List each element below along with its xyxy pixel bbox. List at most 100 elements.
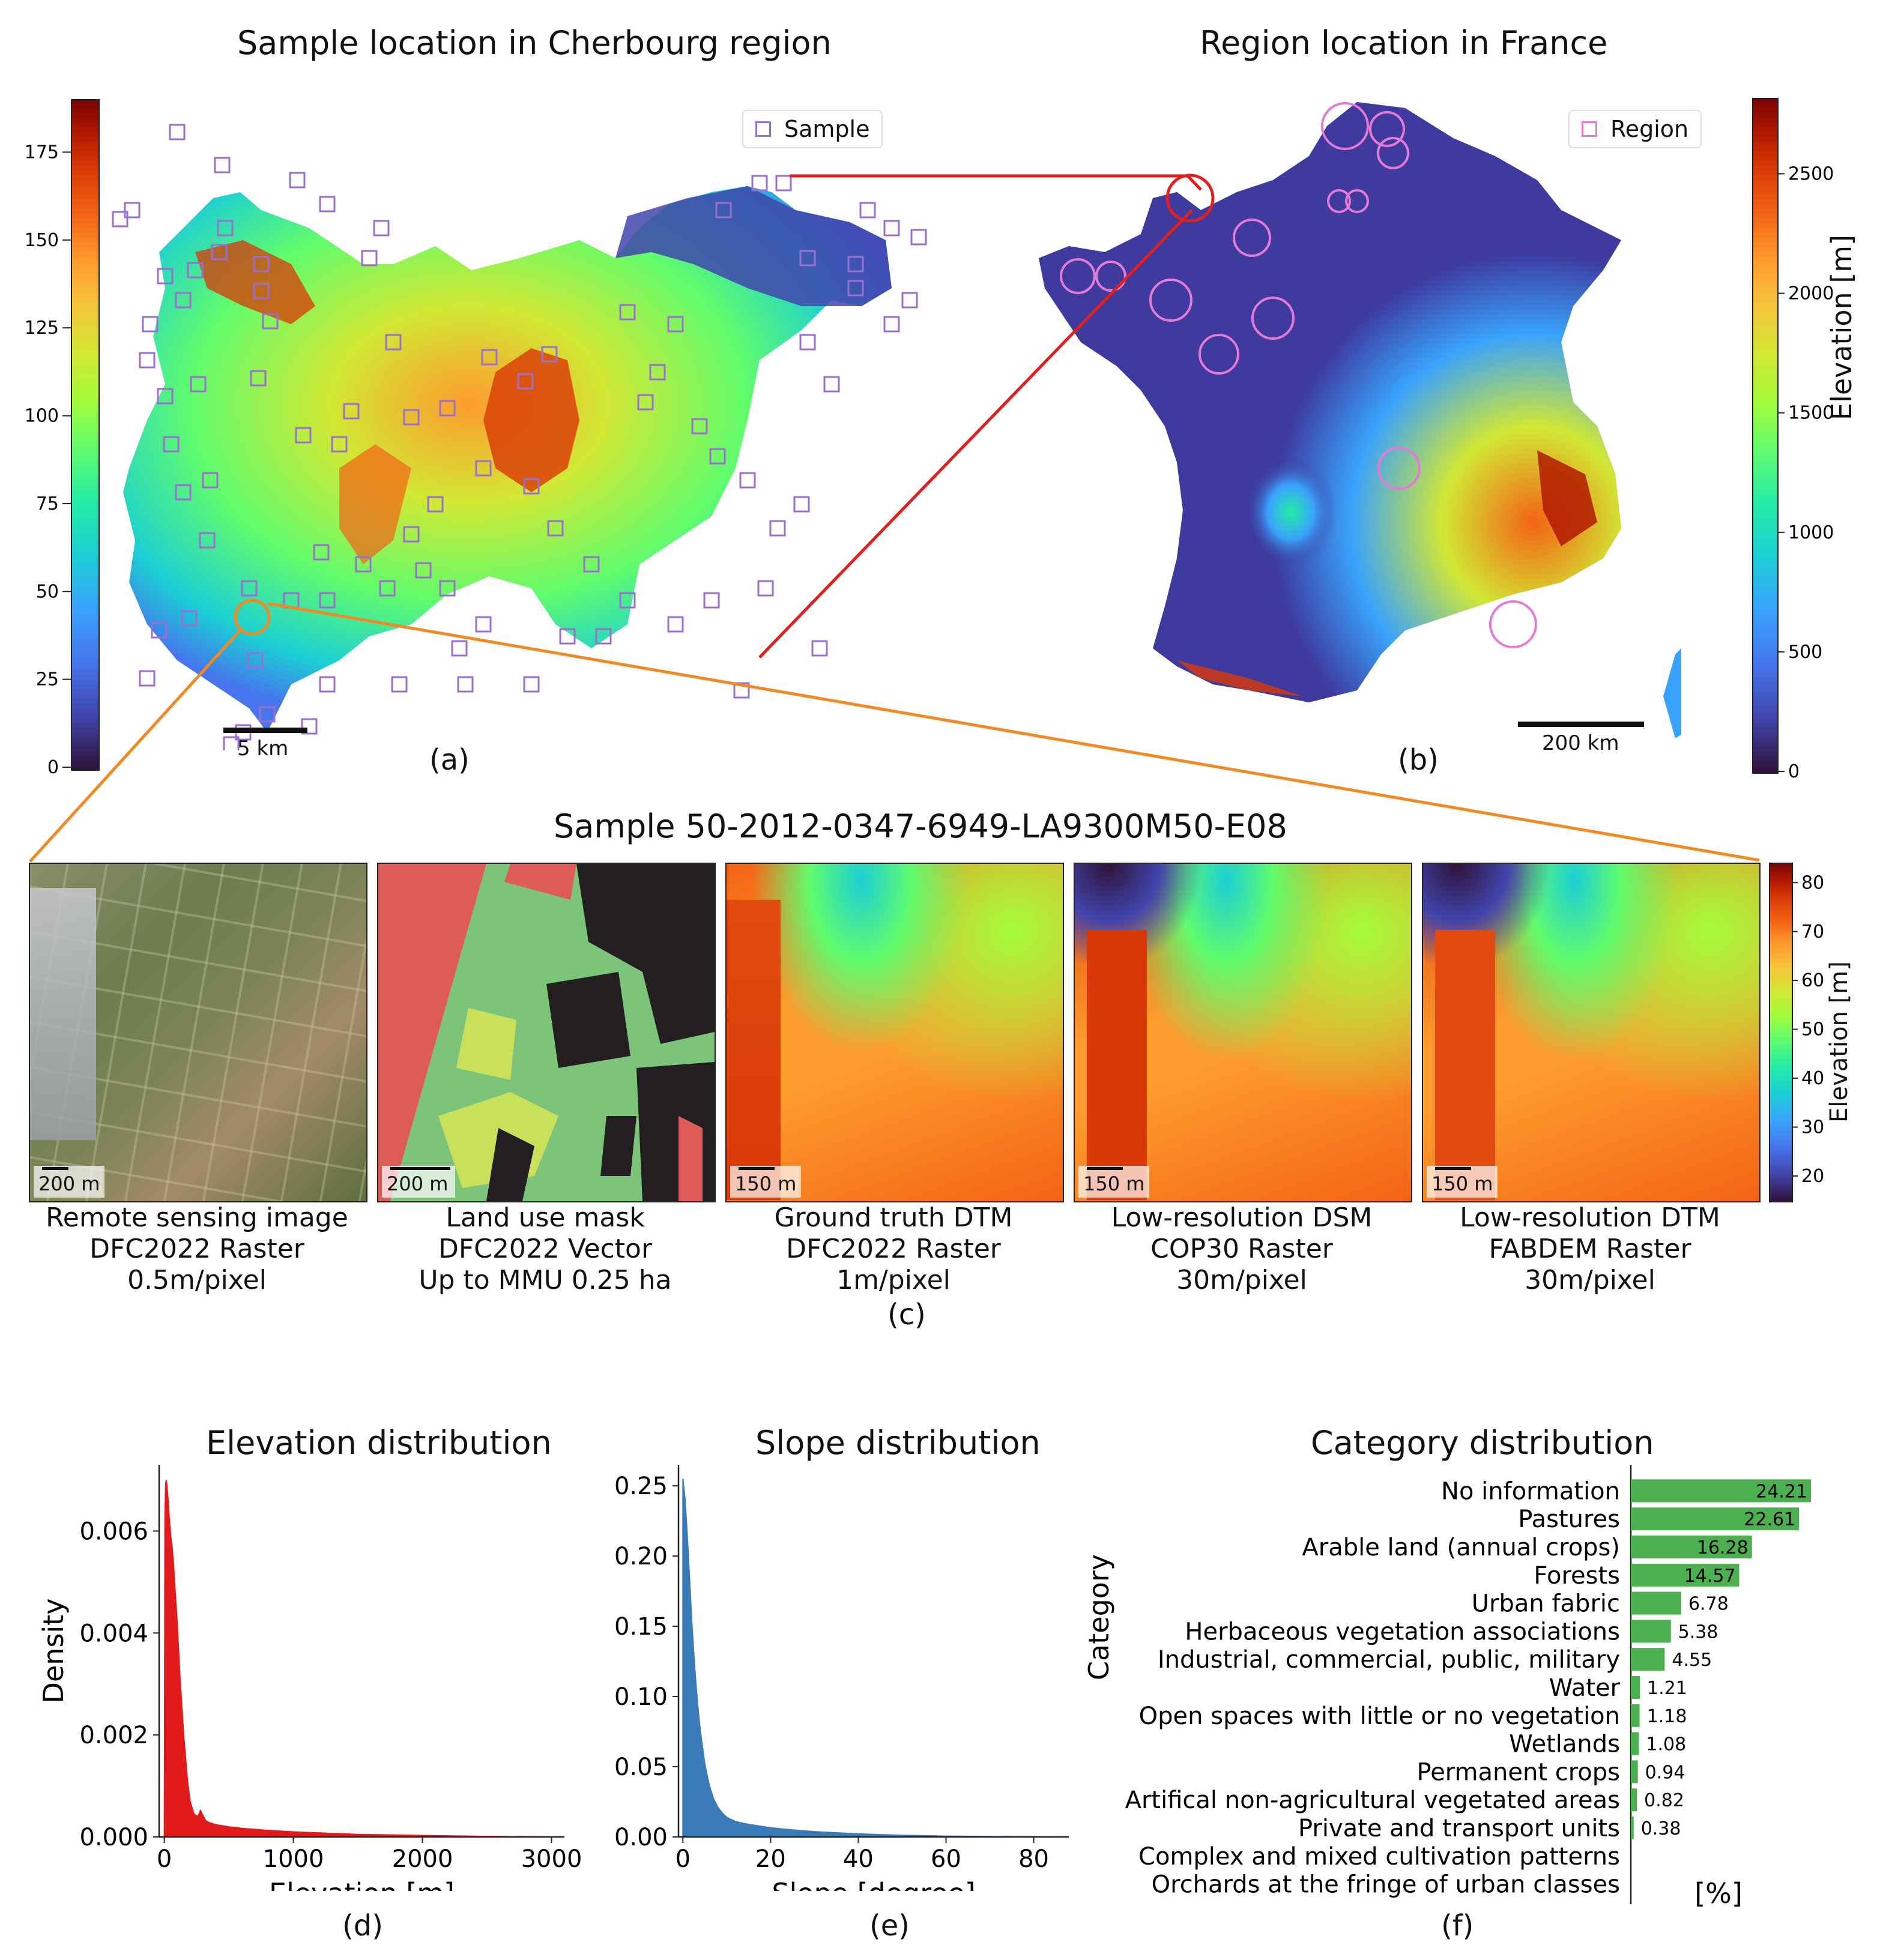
urban-patch [30,888,96,1140]
dsm-ridge [1087,930,1147,1200]
bar-value-label: 0.38 [1641,1818,1681,1839]
legend-region-label: Region [1610,116,1689,142]
x-tick-label: 3000 [521,1845,582,1873]
sample-marker [250,370,267,387]
x-axis-label: Slope [degree] [772,1877,975,1891]
scale-bar-a [223,728,307,733]
x-tick-label: 0 [157,1845,172,1873]
panel-a-title: Sample location in Cherbourg region [237,24,832,62]
sample-marker [439,400,456,417]
caption-c3-line3: 1m/pixel [836,1265,951,1295]
sample-marker [169,124,186,140]
sample-marker [163,436,180,453]
sample-marker [619,304,636,321]
colorbar-a [71,99,100,771]
x-tick-label: 20 [755,1845,786,1873]
low-res-dsm: 150 m [1074,863,1412,1202]
category-bar [1631,1507,1800,1531]
sample-marker [187,262,204,279]
high-ridge [727,900,781,1200]
sample-marker [703,592,720,609]
sample-marker [403,409,420,426]
category-label: Private and transport units [1298,1815,1620,1842]
colorbar-tick-label: 150 [25,230,59,251]
bar-value-label: 6.78 [1688,1594,1729,1615]
x-axis-label: Elevation [m] [269,1877,455,1891]
sample-marker [253,256,270,273]
scale-c1: 200 m [34,1166,105,1198]
sample-marker [523,676,540,693]
sample-marker [427,496,444,513]
category-bar [1631,1788,1637,1812]
category-bar [1631,1704,1640,1727]
y-tick-label: 0.006 [79,1518,148,1545]
category-label: Industrial, commercial, public, military [1158,1646,1620,1674]
sample-marker [691,418,708,435]
sample-marker [379,580,396,597]
scale-bar-b [1518,722,1644,727]
caption-c3-line1: Ground truth DTM [774,1202,1013,1233]
colorbar-tick-label: 75 [36,493,59,514]
category-bar [1631,1817,1634,1839]
caption-c5-line1: Low-resolution DTM [1460,1202,1720,1233]
sample-marker [319,196,336,213]
sample-marker [847,256,864,273]
category-label: Forests [1534,1562,1620,1590]
sample-marker [439,580,456,597]
x-tick-label: 60 [931,1845,961,1873]
sample-marker [799,250,816,267]
sample-marker [139,352,156,369]
colorbar-c [1769,863,1793,1202]
y-tick-label: 0.000 [79,1824,148,1851]
sample-marker [769,520,786,537]
land-use-mask: 200 m [377,863,716,1202]
colorbar-tick-label: 30 [1801,1117,1824,1138]
sample-marker [823,376,840,393]
category-label: No information [1441,1477,1620,1505]
sample-marker [757,580,774,597]
colorbar-tick-label: 2000 [1788,283,1834,304]
sample-square-icon [755,121,771,137]
caption-c5-line3: 30m/pixel [1525,1265,1655,1295]
bar-value-label: 1.18 [1647,1706,1687,1727]
sample-marker [739,472,756,489]
sample-marker [637,394,654,411]
category-label: Complex and mixed cultivation patterns [1138,1843,1620,1871]
elev-title: Elevation distribution [206,1424,552,1462]
sample-marker [319,592,336,609]
category-label: Arable land (annual crops) [1302,1534,1620,1561]
sample-marker [202,472,219,489]
x-axis-label: [%] [1694,1877,1742,1910]
y-tick-label: 0.25 [614,1473,668,1500]
panel-c-title: Sample 50-2012-0347-6949-LA9300M50-E08 [554,807,1287,845]
scale-c5: 150 m [1427,1166,1498,1198]
category-bar [1631,1648,1665,1671]
colorbar-tick-label: 500 [1788,642,1822,663]
sample-marker [475,616,492,633]
ground-truth-dtm: 150 m [725,863,1064,1202]
sample-marker [253,283,270,300]
category-label: Permanent crops [1417,1758,1621,1786]
cherbourg-elevation-map [112,124,927,750]
sample-marker [211,244,228,261]
caption-c4-line1: Low-resolution DSM [1111,1202,1373,1233]
sample-marker [391,676,408,693]
density-area [163,1480,552,1838]
category-label: Open spaces with little or no vegetation [1139,1702,1620,1730]
sample-marker [259,706,276,723]
y-tick-label: 0.05 [614,1753,668,1781]
sample-marker [901,292,918,309]
sample-marker [331,436,348,453]
sample-marker [415,562,432,579]
colorbar-c-ticks: 20 30 40 50 60 70 80 [1792,872,1824,1187]
sample-marker [139,670,156,687]
category-bar [1631,1563,1739,1587]
caption-c2-line1: Land use mask [446,1202,645,1233]
sample-marker [343,403,360,420]
sample-marker [595,628,612,645]
elev-caption: (d) [342,1909,383,1943]
sample-marker [214,157,231,173]
panel-b-title: Region location in France [1200,24,1608,62]
legend-sample-label: Sample [784,116,870,142]
category-bar [1631,1479,1811,1503]
